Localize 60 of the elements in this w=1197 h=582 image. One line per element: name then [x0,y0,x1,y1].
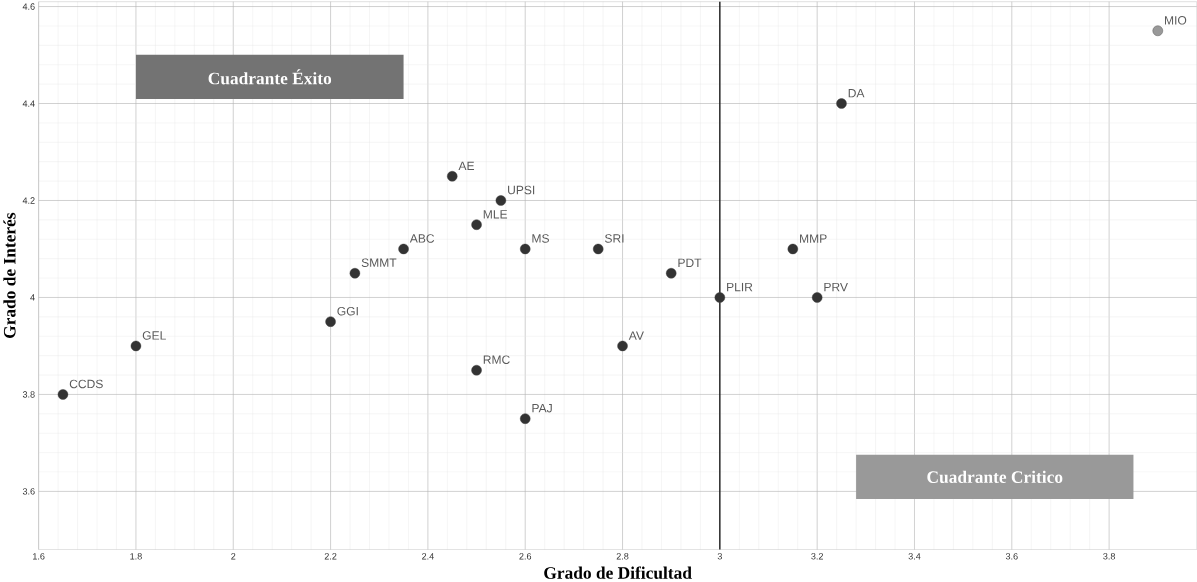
x-tick-label: 2 [231,553,236,560]
point [714,292,726,303]
x-tick-label: 3 [717,553,722,560]
point [471,364,482,376]
annotation: GGI [337,306,358,316]
x-tick-label: 3.6 [1005,553,1018,560]
annotation: Cuadrante Éxito [208,69,332,85]
x-tick-label: 2.4 [422,553,434,560]
y-tick-label: 3.8 [22,391,35,398]
point [57,389,69,400]
annotation: Cuadrante Critico [927,470,1063,483]
point [519,413,531,424]
point [471,219,482,230]
annotation: PRV [824,282,848,292]
point [349,267,361,279]
y-axis-title: Grado de Interés [3,212,16,338]
point [836,98,847,109]
annotation: MLE [483,210,508,219]
point [519,243,531,255]
x-tick-label: 1.8 [130,553,142,560]
x-tick-label: 3.8 [1103,553,1116,560]
point [398,243,409,255]
annotation: RMC [483,355,510,364]
annotation: SMMT [361,258,397,267]
x-tick-label: 1.6 [33,553,45,560]
y-tick-label: 4.4 [22,100,35,107]
point [811,292,823,303]
annotation: MS [532,234,549,243]
y-tick-label: 3.6 [22,488,35,495]
x-tick-label: 3.2 [811,553,823,560]
annotation: MIO [1165,15,1187,25]
x-axis-title: Grado de Dificultad [544,566,692,579]
x-tick-label: 2.6 [519,553,532,560]
annotation: MMP [800,234,827,243]
annotation: UPSI [508,185,535,195]
point [787,243,799,255]
x-tick-label: 2.8 [616,553,629,560]
annotation: PDT [678,258,702,267]
annotation: PAJ [532,403,552,413]
annotation: PLIR [727,282,753,292]
point [665,267,677,279]
y-tick-label: 4 [30,294,35,301]
point [447,170,458,182]
point [495,195,507,206]
point [130,340,142,352]
annotation: SRI [604,234,624,243]
point [1152,25,1164,36]
annotation: ABC [409,234,435,243]
point [617,340,628,352]
annotation: DA [848,88,865,98]
annotation: CCDS [69,379,103,389]
point [592,243,604,255]
y-tick-label: 4.2 [22,197,35,204]
annotation: AV [628,331,644,340]
y-tick-label: 4.6 [22,3,35,10]
x-tick-label: 3.4 [908,553,921,560]
annotation: GEL [142,331,166,340]
point [325,316,336,327]
annotation: AE [458,161,475,170]
x-tick-label: 2.2 [324,553,337,560]
